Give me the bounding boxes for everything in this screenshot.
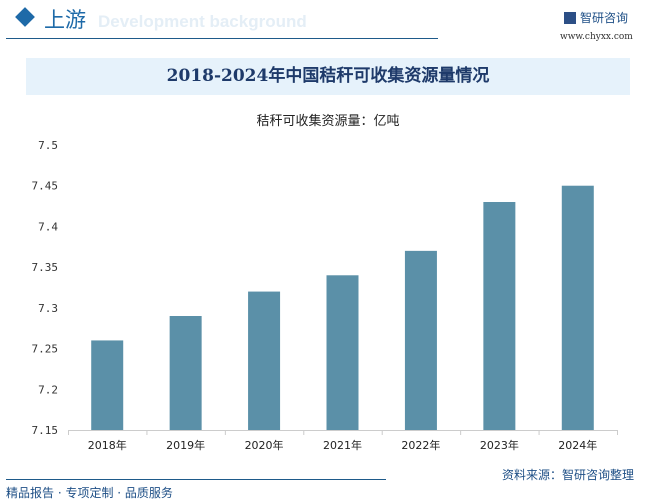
- source-note: 资料来源：智研咨询整理: [502, 468, 635, 482]
- footer-slogan: 精品报告 · 专项定制 · 品质服务: [6, 486, 173, 500]
- y-tick-label: 7.45: [32, 180, 59, 193]
- x-tick-label: 2020年: [245, 438, 284, 452]
- bar: [326, 275, 359, 430]
- x-tick-label: 2024年: [558, 438, 597, 452]
- y-tick-label: 7.3: [38, 302, 58, 315]
- background-text: Development background: [98, 12, 307, 31]
- x-tick-label: 2019年: [166, 438, 205, 452]
- y-tick-label: 7.4: [38, 220, 58, 233]
- title-bar: 2018-2024年中国秸秆可收集资源量情况: [26, 58, 630, 95]
- x-tick-label: 2018年: [88, 438, 127, 452]
- y-tick-label: 7.5: [38, 139, 58, 152]
- bar: [561, 185, 594, 430]
- bar: [248, 291, 281, 430]
- section-title: 上游: [44, 8, 86, 32]
- bar: [91, 340, 124, 430]
- logo: 智研咨询: [564, 9, 628, 26]
- y-label: 秸秆可收集资源量：亿吨: [256, 114, 400, 129]
- divider: [6, 38, 438, 39]
- bar: [404, 250, 437, 430]
- x-tick-label: 2022年: [401, 438, 440, 452]
- bar: [169, 316, 202, 430]
- x-tick-label: 2021年: [323, 438, 362, 452]
- divider: [6, 479, 386, 480]
- bar: [483, 202, 516, 430]
- y-tick-label: 7.35: [32, 261, 59, 274]
- y-tick-label: 7.25: [32, 343, 59, 356]
- logo-icon: [564, 12, 576, 24]
- y-tick-label: 7.2: [38, 383, 58, 396]
- y-tick-label: 7.15: [32, 424, 59, 437]
- x-tick-label: 2023年: [480, 438, 519, 452]
- url: www.chyxx.com: [560, 32, 633, 42]
- chart-title: 2018-2024年中国秸秆可收集资源量情况: [166, 66, 490, 86]
- logo-text: 智研咨询: [580, 11, 629, 25]
